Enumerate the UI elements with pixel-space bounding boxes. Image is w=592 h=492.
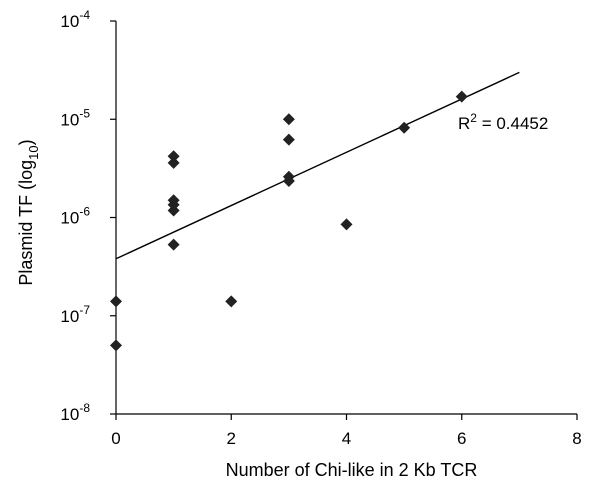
y-tick-label: 10-8 bbox=[60, 401, 90, 424]
y-tick-exp: -5 bbox=[79, 106, 90, 120]
x-tick-label: 2 bbox=[227, 429, 236, 448]
x-axis-label: Number of Chi-like in 2 Kb TCR bbox=[226, 460, 478, 480]
data-point bbox=[167, 150, 180, 163]
x-tick-label: 6 bbox=[457, 429, 466, 448]
y-tick-base: 10 bbox=[60, 209, 79, 228]
trendline bbox=[115, 71, 520, 260]
y-axis-label-sub: 10 bbox=[26, 145, 41, 159]
x-ticks: 0 2 4 6 8 bbox=[111, 414, 582, 448]
r2-rest: = 0.4452 bbox=[477, 114, 548, 133]
y-tick-label: 10-4 bbox=[60, 8, 90, 31]
axes bbox=[115, 21, 577, 415]
y-tick-label: 10-6 bbox=[60, 205, 90, 228]
data-point bbox=[110, 295, 122, 308]
data-point bbox=[225, 295, 238, 308]
y-axis-label-base: Plasmid TF (log bbox=[16, 160, 36, 286]
r2-sup: 2 bbox=[470, 111, 477, 125]
data-point bbox=[282, 113, 295, 126]
y-tick-label: 10-7 bbox=[60, 303, 90, 326]
y-axis-label: Plasmid TF (log10) bbox=[16, 139, 41, 285]
data-point bbox=[167, 156, 180, 169]
y-tick-exp: -4 bbox=[79, 8, 90, 22]
y-tick-exp: -6 bbox=[79, 205, 90, 219]
data-point bbox=[398, 121, 411, 134]
data-point bbox=[282, 175, 295, 188]
y-tick-exp: -8 bbox=[79, 401, 90, 415]
x-tick-label: 4 bbox=[342, 429, 351, 448]
y-axis-label-close: ) bbox=[16, 139, 36, 145]
data-point bbox=[167, 204, 180, 217]
r2-base: R bbox=[458, 114, 470, 133]
y-tick-base: 10 bbox=[60, 405, 79, 424]
data-point bbox=[282, 133, 295, 146]
data-point bbox=[110, 339, 122, 352]
y-ticks: 10-810-710-610-510-4 bbox=[60, 8, 116, 424]
r-squared-annotation: R2 = 0.4452 bbox=[458, 111, 548, 133]
x-tick-label: 0 bbox=[111, 429, 120, 448]
x-tick-label: 8 bbox=[572, 429, 581, 448]
data-point bbox=[167, 238, 180, 251]
data-point bbox=[340, 218, 353, 231]
y-tick-base: 10 bbox=[60, 110, 79, 129]
y-tick-base: 10 bbox=[60, 12, 79, 31]
y-tick-base: 10 bbox=[60, 307, 79, 326]
y-tick-exp: -7 bbox=[79, 303, 90, 317]
y-tick-label: 10-5 bbox=[60, 106, 90, 129]
data-point bbox=[455, 90, 468, 103]
data-points bbox=[110, 90, 468, 352]
